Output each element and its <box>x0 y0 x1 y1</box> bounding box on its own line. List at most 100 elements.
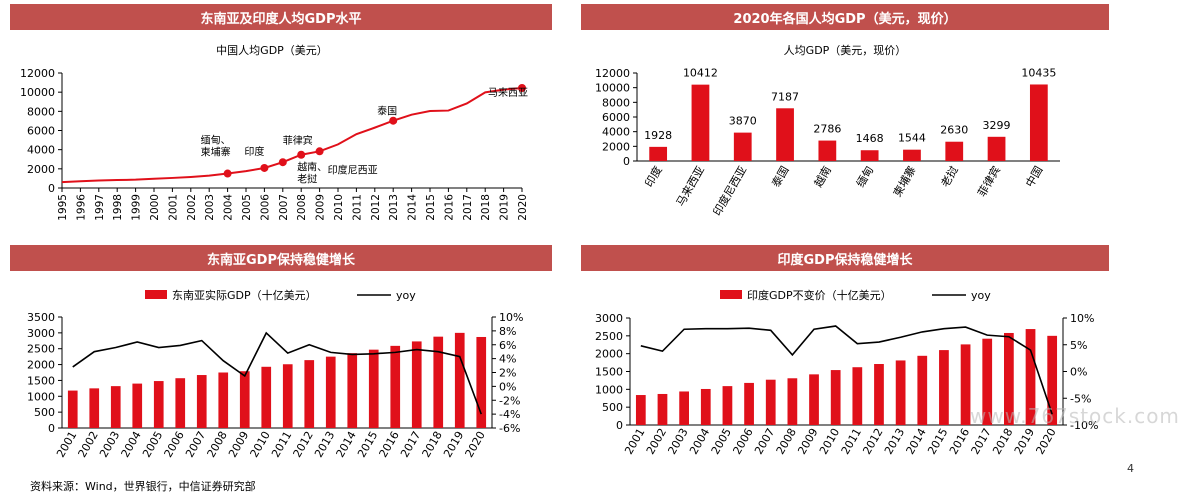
chart4-x-tick-label: 2002 <box>644 426 669 457</box>
chart4-bar <box>982 338 993 425</box>
chart1-x-tick-label: 2001 <box>167 194 179 221</box>
chart3-x-tick-label: 2013 <box>312 429 337 460</box>
chart3-x-tick-label: 2003 <box>97 429 122 460</box>
chart4-x-tick-label: 2016 <box>947 426 972 457</box>
chart1-series-line <box>61 87 523 184</box>
chart3-x-tick-label: 2020 <box>463 429 488 460</box>
chart2-x-tick-label: 柬埔寨 <box>890 164 919 200</box>
chart4-x-tick-label: 2010 <box>817 426 842 457</box>
chart2-y-tick-label: 6000 <box>602 111 630 124</box>
chart2-data-label: 2786 <box>813 123 841 136</box>
chart3-x-tick-label: 2009 <box>226 429 251 460</box>
chart4-x-tick-label: 2017 <box>969 426 994 457</box>
chart2-data-label: 10412 <box>683 67 718 80</box>
chart4-y2-tick-label: 0% <box>1070 366 1087 379</box>
chart4-y-tick-label: 1500 <box>595 366 623 379</box>
india-gdp-combo-chart: 印度GDP不变价（十亿美元） yoy 0 500 1000 1500 2000 2500 300… <box>595 288 1098 457</box>
chart1-x-tick-label: 2015 <box>425 194 437 221</box>
chart1-y-tick-label: 12000 <box>20 67 55 80</box>
chart1-x-tick-label: 2004 <box>223 194 235 221</box>
chart1-point-marker <box>315 147 324 156</box>
chart4-title: 印度GDP保持稳健增长 <box>777 252 913 268</box>
chart4-bar <box>895 360 906 425</box>
chart4-x-tick-label: 2015 <box>925 426 950 457</box>
chart3-bar <box>347 353 358 428</box>
chart3-y2-tick-label: 4% <box>499 353 516 366</box>
chart4-bar <box>917 355 928 425</box>
chart1-x-tick-label: 2003 <box>204 194 216 221</box>
chart2-x-tick-label: 越南 <box>811 164 834 190</box>
chart1-point-marker <box>389 116 398 125</box>
chart3-y2-tick-label: -6% <box>499 422 520 435</box>
chart1-x-tick-label: 2008 <box>296 194 308 221</box>
chart3-x-tick-label: 2007 <box>183 429 208 460</box>
chart3-legend-line-label: yoy <box>396 289 416 302</box>
chart1-annotation-label: 越南、 <box>297 161 327 174</box>
chart4-x-tick-label: 2009 <box>795 426 820 457</box>
chart1-x-tick-label: 2014 <box>407 194 419 221</box>
chart2-x-tick-label: 中国 <box>1023 164 1045 190</box>
chart2-bar <box>987 136 1006 161</box>
chart2-data-label: 7187 <box>771 90 799 103</box>
chart3-x-tick-label: 2017 <box>398 429 423 460</box>
chart2-data-label: 1468 <box>856 132 884 145</box>
chart3-x-tick-label: 2008 <box>205 429 230 460</box>
chart4-x-tick-label: 2001 <box>622 426 647 457</box>
chart4-bar <box>722 386 733 425</box>
chart3-y-tick-label: 1500 <box>27 374 55 387</box>
chart1-x-tick-label: 1997 <box>94 194 106 221</box>
chart2-data-label: 2630 <box>940 124 968 137</box>
chart2-y-tick-label: 2000 <box>602 140 630 153</box>
chart4-y2-tick-label: -5% <box>1070 392 1091 405</box>
chart3-y2-tick-label: -2% <box>499 394 520 407</box>
chart1-y-tick-label: 4000 <box>27 144 55 157</box>
chart4-x-tick-label: 2004 <box>687 426 712 457</box>
chart4-x-tick-label: 2006 <box>730 426 755 457</box>
chart3-legend-bar-swatch <box>145 290 167 299</box>
chart2-bar <box>945 141 964 161</box>
page-number: 4 <box>1127 462 1134 475</box>
chart4-bar <box>635 395 646 425</box>
chart3-title: 东南亚GDP保持稳健增长 <box>207 252 355 268</box>
chart3-bar <box>132 383 143 428</box>
chart3-y2-tick-label: 6% <box>499 339 516 352</box>
chart3-x-tick-label: 2004 <box>119 429 144 460</box>
chart4-x-tick-label: 2014 <box>904 426 929 457</box>
chart1-y-tick-label: 10000 <box>20 86 55 99</box>
chart2-x-tick-label: 缅甸 <box>853 164 876 190</box>
chart1-annotation-label: 马来西亚 <box>488 87 528 99</box>
chart1-x-tick-label: 2018 <box>480 194 492 221</box>
chart1-annotation-label: 缅甸、 <box>201 134 231 147</box>
chart3-legend-bar-label: 东南亚实际GDP（十亿美元） <box>172 288 317 302</box>
chart1-annotation-label: 泰国 <box>377 105 397 118</box>
chart3-bar <box>175 378 186 428</box>
chart3-bar <box>411 341 422 428</box>
chart4-y-tick-label: 1000 <box>595 383 623 396</box>
chart4-legend-bar-swatch <box>720 290 742 299</box>
chart1-x-tick-label: 1996 <box>75 194 87 221</box>
chart1-x-tick-label: 2002 <box>186 194 198 221</box>
chart4-y-tick-label: 500 <box>602 401 623 414</box>
chart3-bar <box>390 345 401 428</box>
chart4-x-tick-label: 2005 <box>709 426 734 457</box>
china-gdp-per-capita-line-chart: 中国人均GDP（美元） 0 2000 4000 6000 8000 10000 12000 19… <box>20 44 529 221</box>
chart3-x-tick-label: 2006 <box>162 429 187 460</box>
chart3-x-tick-label: 2005 <box>140 429 165 460</box>
chart1-x-tick-label: 2019 <box>499 194 511 221</box>
chart2-bar <box>733 132 752 161</box>
chart3-bar <box>304 360 315 428</box>
chart1-annotation-label: 印度尼西亚 <box>328 163 378 176</box>
chart3-bar <box>476 336 487 428</box>
chart2-y-tick-label: 10000 <box>595 82 630 95</box>
chart3-y-tick-label: 1000 <box>27 390 55 403</box>
chart3-bar <box>196 375 207 428</box>
chart4-bar <box>830 370 841 425</box>
chart2-bar <box>776 108 794 161</box>
sea-gdp-combo-chart: 东南亚实际GDP（十亿美元） yoy 0 500 1000 1500 2000 2500 300… <box>27 288 523 460</box>
chart3-y2-tick-label: 8% <box>499 325 516 338</box>
chart2-data-label: 10435 <box>1021 66 1056 79</box>
chart4-x-tick-label: 2012 <box>860 426 885 457</box>
chart4-bar <box>765 379 776 425</box>
chart3-bar <box>368 349 379 428</box>
chart4-bar <box>787 378 798 425</box>
